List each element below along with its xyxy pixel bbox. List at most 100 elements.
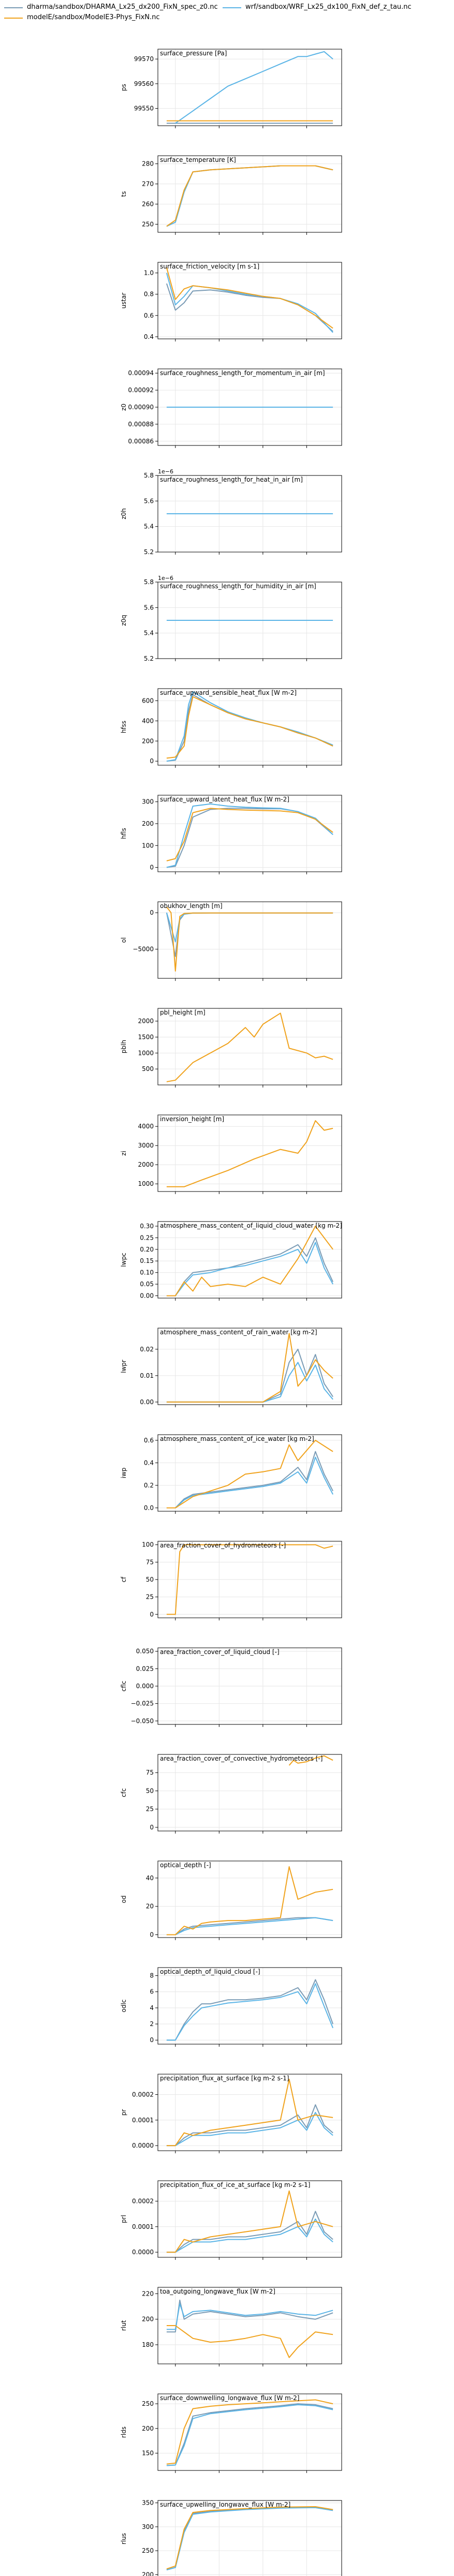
y-tick-label: 400 xyxy=(142,717,154,724)
y-tick-label: 4 xyxy=(150,2004,154,2012)
series-line-0 xyxy=(166,1237,334,1297)
y-tick-label: 0.30 xyxy=(140,1223,154,1230)
y-tick-label: 40 xyxy=(146,1874,154,1882)
series-line-2 xyxy=(166,2190,333,2253)
y-tick-label: 200 xyxy=(142,2571,154,2576)
series-line-0 xyxy=(166,1348,333,1403)
y-tick-label: 1000 xyxy=(138,1049,154,1056)
y-tick-label: 0.4 xyxy=(144,333,154,340)
y-axis-label: hfss xyxy=(120,721,127,733)
y-tick-label: 0.00 xyxy=(140,1292,154,1300)
y-tick-label: 75 xyxy=(146,1558,154,1566)
axes-frame xyxy=(157,1754,342,1832)
subplot-title: surface_downwelling_longwave_flux [W m-2… xyxy=(160,2394,299,2402)
y-axis-label: rlut xyxy=(120,2320,127,2331)
subplot-title: atmosphere_mass_content_of_rain_water [k… xyxy=(160,1329,317,1336)
subplot-title: pbl_height [m] xyxy=(160,1009,206,1016)
y-tick-label: 180 xyxy=(142,2341,154,2348)
y-axis-label: cf xyxy=(120,1576,127,1583)
y-tick-label: 2000 xyxy=(138,1161,154,1168)
subplot-title: surface_roughness_length_for_momentum_in… xyxy=(160,369,325,377)
y-tick-label: 0.0000 xyxy=(132,2142,154,2149)
y-axis-label: ts xyxy=(120,191,127,197)
subplot-rlut: 180 200 220 toa_outgoing_longwave_flux [W m… xyxy=(120,2287,342,2366)
series-line-1 xyxy=(166,1362,333,1403)
y-tick-label: 5.2 xyxy=(144,655,154,662)
legend-label-dharma: dharma/sandbox/DHARMA_Lx25_dx200_FixN_sp… xyxy=(27,3,218,11)
y-tick-label: 99560 xyxy=(134,80,154,87)
y-tick-label: 20 xyxy=(146,1903,154,1910)
y-tick-label: 0.025 xyxy=(136,1665,154,1672)
y-tick-label: 1500 xyxy=(138,1034,154,1041)
y-tick-label: 0 xyxy=(150,1611,154,1618)
axes-frame xyxy=(157,582,342,659)
axes-frame xyxy=(157,2393,342,2471)
y-tick-label: 150 xyxy=(142,2450,154,2457)
y-offset-text: 1e−6 xyxy=(158,575,173,582)
y-axis-label: pblh xyxy=(120,1040,127,1053)
y-tick-label: 0.8 xyxy=(144,291,154,298)
y-tick-label: 300 xyxy=(142,2523,154,2530)
axes-frame xyxy=(157,1541,342,1618)
y-tick-label: 1.0 xyxy=(144,270,154,277)
series-line-1 xyxy=(166,2404,333,2466)
subplot-ps: 99550 99560 99570 surface_pressure [Pa] ps xyxy=(120,49,342,128)
subplot-ol: −5000 0 obukhov_length [m] ol xyxy=(120,901,342,981)
series-line-1 xyxy=(166,1917,333,1935)
y-tick-label: 50 xyxy=(146,1576,154,1583)
series-line-1 xyxy=(166,803,333,868)
subplot-title: atmosphere_mass_content_of_liquid_cloud_… xyxy=(160,1222,342,1229)
series-line-0 xyxy=(166,1120,333,1187)
y-tick-label: 4000 xyxy=(138,1123,154,1130)
axes-frame xyxy=(157,1221,342,1299)
series-line-2 xyxy=(166,1333,333,1403)
y-tick-label: 75 xyxy=(146,1769,154,1776)
axes-frame xyxy=(157,1114,342,1192)
y-tick-label: 0.0001 xyxy=(132,2117,154,2124)
y-tick-label: 0.6 xyxy=(144,1437,154,1444)
y-tick-label: 6 xyxy=(150,1988,154,1996)
subplot-rlds: 150 200 250 surface_downwelling_longwave_fl… xyxy=(120,2393,342,2473)
subplot-z0: 0.00086 0.00088 0.00090 0.00092 0.00094 surfa… xyxy=(120,368,342,448)
series-line-1 xyxy=(166,912,333,943)
y-tick-label: 3000 xyxy=(138,1142,154,1149)
y-axis-label: ps xyxy=(120,84,127,91)
subplot-zi: 1000 2000 3000 4000 inversion_height [m] zi xyxy=(120,1114,342,1194)
subplot-title: precipitation_flux_at_surface [kg m-2 s-… xyxy=(160,2075,289,2082)
y-tick-label: 200 xyxy=(142,820,154,827)
y-tick-label: 220 xyxy=(142,2290,154,2297)
y-axis-label: zi xyxy=(120,1151,127,1156)
series-line-0 xyxy=(166,2299,333,2333)
y-tick-label: 270 xyxy=(142,181,154,188)
y-tick-label: 0.10 xyxy=(140,1269,154,1276)
series-line-1 xyxy=(166,1456,333,1509)
axes-frame xyxy=(157,2180,342,2258)
series-line-0 xyxy=(166,1979,334,2041)
legend-line-wrf xyxy=(223,7,241,8)
y-axis-label: prl xyxy=(120,2215,127,2223)
series-line-2 xyxy=(166,2078,333,2147)
subplot-title: surface_upward_sensible_heat_flux [W m-2… xyxy=(160,689,297,696)
y-axis-label: lwpr xyxy=(120,1360,127,1373)
y-tick-label: 0.4 xyxy=(144,1459,154,1466)
subplot-title: surface_temperature [K] xyxy=(160,156,236,163)
series-line-0 xyxy=(166,1544,333,1615)
subplot-pblh: 500 1000 1500 2000 pbl_height [m] pblh xyxy=(120,1008,342,1088)
y-tick-label: 5.4 xyxy=(144,630,154,637)
axes-frame xyxy=(157,1967,342,2045)
subplot-title: area_fraction_cover_of_convective_hydrom… xyxy=(160,1755,323,1762)
y-offset-text: 1e−6 xyxy=(158,468,173,475)
subplot-cf: 0 25 50 75 100 area_fraction_cover_of_hydrome… xyxy=(120,1541,342,1620)
y-tick-label: 0.00086 xyxy=(128,438,154,445)
subplot-lwpr: 0.00 0.01 0.02 atmosphere_mass_content_of_r… xyxy=(120,1328,342,1407)
axes-frame xyxy=(157,1328,342,1405)
axes-frame xyxy=(157,795,342,872)
legend-label-wrf: wrf/sandbox/WRF_Lx25_dx100_FixN_def_z_ta… xyxy=(245,3,412,11)
subplot-ustar: 0.4 0.6 0.8 1.0 surface_friction_velocity [m… xyxy=(120,262,342,341)
legend-label-modele: modelE/sandbox/ModelE3-Phys_FixN.nc xyxy=(27,13,160,21)
y-tick-label: 5.8 xyxy=(144,578,154,586)
subplot-title: surface_friction_velocity [m s-1] xyxy=(160,263,259,270)
y-tick-label: 0.0002 xyxy=(132,2197,154,2205)
y-tick-label: 0.0002 xyxy=(132,2091,154,2098)
y-axis-label: od xyxy=(120,1896,127,1903)
